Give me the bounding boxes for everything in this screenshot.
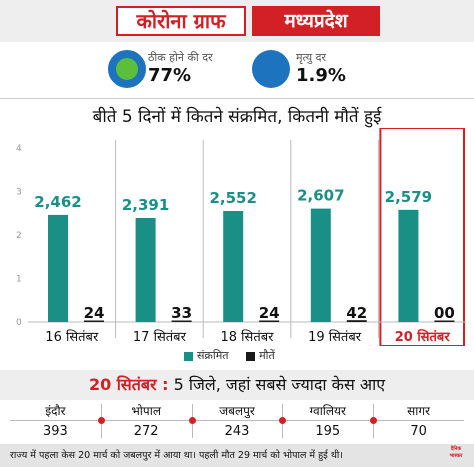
district-name: इंदौर (45, 404, 66, 418)
bar-deaths-label: 00 (434, 304, 455, 322)
district-item: भोपाल 272 (101, 402, 191, 439)
district-item: ग्वालियर 195 (283, 402, 373, 439)
x-category-label: 18 सितंबर (221, 329, 275, 345)
recovery-rate-value: 77% (148, 65, 192, 86)
districts-line (10, 420, 464, 421)
bar-infected (310, 208, 331, 322)
legend-label-deaths: मौतें (259, 349, 275, 362)
logo-line-2: भास्कर (449, 453, 463, 459)
bar-deaths (171, 320, 192, 322)
bar-deaths-label: 24 (84, 304, 105, 322)
district-cases: 393 (42, 424, 68, 439)
bar-infected-label: 2,462 (34, 193, 81, 211)
districts-date: 20 सितंबर : (88, 375, 169, 394)
district-item: इंदौर 393 (10, 402, 100, 439)
y-tick-label: 1 (16, 275, 22, 285)
y-tick-label: 3 (16, 188, 22, 198)
recovery-rate-icon (108, 50, 146, 88)
district-marker-dot (188, 417, 196, 424)
district-name: जबलपुर (219, 404, 255, 418)
bar-infected (48, 214, 68, 322)
newspaper-logo: दैनिक भास्कर (444, 446, 468, 464)
chart-legend: संक्रमित मौतें (184, 348, 289, 363)
district-cases: 272 (133, 424, 159, 439)
bar-infected (135, 217, 156, 322)
recovery-rate-label: ठीक होने की दर (148, 51, 213, 64)
footer-note: राज्य में पहला केस 20 मार्च को जबलपुर मे… (10, 450, 343, 461)
divider (0, 98, 474, 99)
district-marker-dot (370, 417, 378, 424)
legend-swatch-infected (184, 351, 193, 361)
district-name: ग्वालियर (309, 404, 346, 418)
district-cases: 195 (315, 424, 341, 439)
y-tick-label: 0 (16, 318, 22, 328)
district-cases: 243 (224, 424, 250, 439)
x-category-label: 20 सितंबर (395, 329, 451, 345)
bar-deaths (434, 320, 455, 322)
district-item: सागर 70 (374, 402, 464, 439)
bar-chart: 0 1 2 3 4 2,462 24 16 सितंबर 2,391 33 17 सितंबर 2,… (16, 128, 466, 346)
districts-band (0, 370, 474, 400)
bar-deaths-label: 42 (346, 304, 367, 322)
bar-infected-label: 2,552 (209, 189, 256, 207)
bar-deaths (259, 320, 280, 322)
state-label: मध्यप्रदेश (252, 6, 380, 36)
bar-deaths (84, 320, 104, 322)
district-marker-dot (97, 417, 105, 424)
y-tick-label: 4 (16, 144, 22, 154)
footer-band (0, 444, 474, 467)
bar-infected-label: 2,391 (122, 196, 169, 214)
bar-deaths (346, 320, 367, 322)
district-name: भोपाल (131, 404, 161, 418)
logo-line-1: दैनिक (450, 446, 462, 452)
district-cases: 70 (410, 424, 427, 439)
x-category-label: 16 सितंबर (45, 329, 99, 345)
y-tick-label: 2 (16, 231, 22, 241)
death-rate-label: मृत्यु दर (296, 51, 326, 64)
highlight-frame (379, 128, 465, 346)
district-name: सागर (407, 404, 431, 418)
bar-infected-label: 2,579 (385, 188, 432, 206)
chart-subtitle: बीते 5 दिनों में कितने संक्रमित, कितनी म… (92, 107, 382, 127)
bar-deaths-label: 24 (259, 304, 280, 322)
death-rate-value: 1.9% (296, 65, 346, 86)
legend-label-infected: संक्रमित (197, 349, 229, 362)
death-rate-icon (252, 50, 290, 88)
legend-swatch-deaths (246, 351, 256, 361)
district-item: जबलपुर 243 (192, 402, 282, 439)
bar-deaths-label: 33 (171, 304, 192, 322)
bar-infected (223, 210, 244, 322)
districts-headline: 20 सितंबर : 5 जिले, जहां सबसे ज्यादा केस… (0, 373, 474, 395)
x-category-label: 17 सितंबर (133, 329, 187, 345)
bar-infected (398, 209, 419, 322)
district-marker-dot (279, 417, 287, 424)
legend-item-infected: संक्रमित (184, 349, 229, 362)
graph-title: कोरोना ग्राफ (116, 6, 246, 36)
bar-infected-label: 2,607 (297, 187, 344, 205)
districts-text: 5 जिले, जहां सबसे ज्यादा केस आए (173, 375, 386, 394)
legend-item-deaths: मौतें (246, 349, 275, 362)
x-category-label: 19 सितंबर (308, 329, 362, 345)
